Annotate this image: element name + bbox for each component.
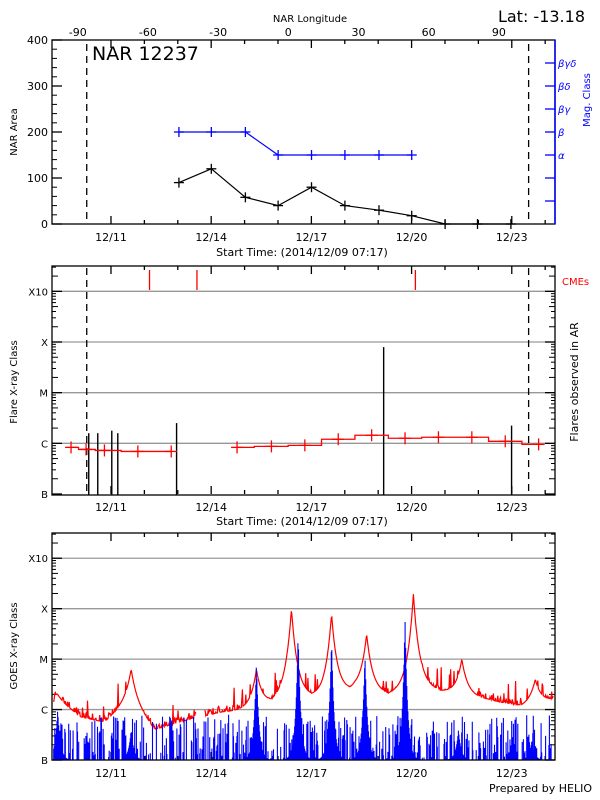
x-tick-label: 12/14 xyxy=(195,501,227,514)
background-flux-step xyxy=(104,449,138,453)
y-tick-label: X10 xyxy=(28,287,48,298)
x-tick-label: 12/17 xyxy=(296,501,328,514)
longitude-tick-labels: -90 -60 -30 0 30 60 90 xyxy=(69,26,506,39)
y-tick-label: X10 xyxy=(28,554,48,565)
x-tick-label: 12/14 xyxy=(195,767,227,780)
flare-panel: 12/11 12/14 12/17 12/20 12/23 B C M X X10 CMEs Fl… xyxy=(9,265,589,528)
x-tick-label: 12/20 xyxy=(396,767,428,780)
nar-area-ticks: 12/11 12/14 12/17 12/20 12/23 0 100 200 300 400 xyxy=(27,34,546,244)
background-flux-step xyxy=(505,440,539,445)
nar-area-panel: NAR Longitude Lat: -13.18 -90 -60 -30 0 30 60… xyxy=(9,7,593,259)
y-tick-label: B xyxy=(41,756,48,767)
x-tick-label: 12/23 xyxy=(496,767,528,780)
y-tick-label: M xyxy=(39,389,48,400)
background-flux-step xyxy=(371,434,406,439)
x-tick-label: 12/17 xyxy=(296,231,328,244)
goes-panel: 12/11 12/14 12/17 12/20 12/23 B C M X X10 GOES X-… xyxy=(9,532,592,795)
background-flux-step xyxy=(304,438,339,447)
nar-xlabel: Start Time: (2014/12/09 07:17) xyxy=(216,246,388,259)
y-tick-label: 100 xyxy=(27,172,48,185)
background-flux-step xyxy=(405,436,439,439)
nar-area-axes xyxy=(51,39,556,225)
x-tick-label: 12/14 xyxy=(195,231,227,244)
longitude-tick-label: 60 xyxy=(422,26,436,39)
y-tick-label: X xyxy=(41,605,48,616)
flare-axes xyxy=(51,265,556,496)
longitude-tick-label: 0 xyxy=(285,26,292,39)
nar-title: NAR 12237 xyxy=(92,43,199,65)
background-flux-step xyxy=(338,434,372,440)
longitude-tick-label: -60 xyxy=(139,26,157,39)
x-tick-label: 12/17 xyxy=(296,767,328,780)
background-flux-step xyxy=(471,436,506,442)
mag-class-tick-label: βγ xyxy=(557,105,571,116)
x-tick-label: 12/23 xyxy=(496,501,528,514)
longitude-tick-label: 30 xyxy=(351,26,365,39)
y-tick-label: X xyxy=(41,338,48,349)
mag-class-line xyxy=(178,131,412,156)
goes-long-channel xyxy=(53,594,554,730)
y-tick-label: 200 xyxy=(27,126,48,139)
goes-axes xyxy=(51,532,556,761)
background-flux-step xyxy=(237,445,272,449)
x-tick-label: 12/20 xyxy=(396,231,428,244)
x-tick-label: 12/11 xyxy=(95,501,127,514)
mag-class-tick-label: β xyxy=(557,128,565,139)
nar-series xyxy=(173,127,516,229)
mag-class-tick-label: α xyxy=(558,151,565,162)
x-tick-label: 12/23 xyxy=(496,231,528,244)
mag-class-tick-label: βδ xyxy=(557,82,571,93)
goes-class-gridlines xyxy=(52,557,555,711)
flare-ylabel: Flare X-ray Class xyxy=(9,340,20,424)
goes-long-segment xyxy=(204,594,554,718)
mag-class-tick-label: βγδ xyxy=(557,59,576,70)
mag-class-ylabel: Mag. Class xyxy=(582,73,593,127)
nar-area-line xyxy=(178,168,511,225)
goes-ylabel: GOES X-ray Class xyxy=(9,602,20,689)
flare-right-label: Flares observed in AR xyxy=(568,322,581,442)
background-flux-series xyxy=(65,429,545,458)
y-tick-label: B xyxy=(41,490,48,501)
background-flux-step xyxy=(271,444,305,448)
top-axis-label: NAR Longitude xyxy=(273,14,347,25)
y-tick-label: C xyxy=(41,439,48,450)
cme-markers xyxy=(148,270,417,290)
flare-ticks: 12/11 12/14 12/17 12/20 12/23 B C M X X10 xyxy=(28,266,555,514)
x-tick-label: 12/20 xyxy=(396,501,428,514)
flare-xlabel: Start Time: (2014/12/09 07:17) xyxy=(216,515,388,528)
x-tick-label: 12/11 xyxy=(95,767,127,780)
y-tick-label: 300 xyxy=(27,80,48,93)
x-tick-label: 12/11 xyxy=(95,231,127,244)
latitude-label: Lat: -13.18 xyxy=(498,7,585,26)
cme-legend: CMEs xyxy=(562,277,589,288)
nar-area-ylabel: NAR Area xyxy=(9,108,20,155)
footer-credit: Prepared by HELIO xyxy=(489,782,592,795)
y-tick-label: M xyxy=(39,655,48,666)
longitude-tick-label: -30 xyxy=(209,26,227,39)
y-tick-label: C xyxy=(41,706,48,717)
flare-bars xyxy=(88,347,513,495)
flare-class-gridlines xyxy=(52,290,555,444)
longitude-tick-label: -90 xyxy=(69,26,87,39)
y-tick-label: 0 xyxy=(41,218,48,231)
mag-class-ticks: α β βγ βδ βγδ xyxy=(545,59,576,202)
longitude-tick-label: 90 xyxy=(492,26,506,39)
y-tick-label: 400 xyxy=(27,34,48,47)
